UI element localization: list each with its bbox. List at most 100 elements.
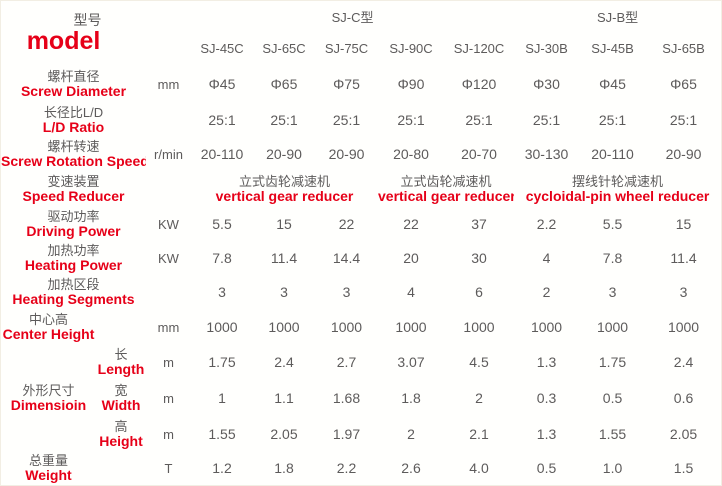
label-en: Center Height — [2, 326, 95, 343]
value-cell: 5.5 — [212, 216, 232, 232]
row-screw-diameter: 螺杆直径 Screw Diameter mm Φ45 Φ65 Φ75 Φ90 Φ… — [1, 65, 721, 103]
value-cell: 2 — [475, 390, 483, 406]
row-heating-segments: 加热区段 Heating Segments 3 3 3 4 6 2 3 3 — [1, 275, 721, 309]
label-en: Driving Power — [26, 223, 121, 240]
label-heating-segments: 加热区段 Heating Segments — [1, 275, 146, 309]
value-cell: 20-70 — [461, 146, 497, 162]
label-screw-speed: 螺杆转速 Screw Rotation Speed — [1, 137, 146, 171]
value-cell: 1.0 — [602, 460, 623, 476]
label-en: Dimensioin — [10, 397, 87, 414]
value-cell: 20 — [403, 250, 419, 266]
value-cell: 1000 — [268, 319, 300, 335]
value-cell: 14.4 — [332, 250, 361, 266]
value-cell: 1 — [218, 390, 226, 406]
value-cell: 3.07 — [397, 354, 425, 370]
unit-cell: T — [164, 460, 173, 476]
label-cn: 螺杆转速 — [47, 138, 100, 154]
value-cell: 5.5 — [602, 216, 623, 232]
value-cell: 25:1 — [208, 112, 236, 128]
row-ld-ratio: 长径比L/D L/D Ratio 25:1 25:1 25:1 25:1 25:… — [1, 103, 721, 137]
value-cell: 0.5 — [536, 460, 557, 476]
value-cell: 25:1 — [532, 112, 561, 128]
value-cell: 30-130 — [524, 146, 569, 162]
value-cell: 1.8 — [274, 460, 294, 476]
value-cell: 2.4 — [673, 354, 694, 370]
label-en: Height — [99, 433, 143, 450]
value-cell: 22 — [338, 216, 355, 232]
unit-cell: m — [163, 354, 174, 370]
unit-cell — [146, 103, 191, 137]
value-cell: 1.8 — [401, 390, 421, 406]
row-width: 宽 Width m 1 1.1 1.68 1.8 2 0.3 0.5 0.6 — [1, 379, 721, 417]
value-cell: 1000 — [530, 319, 563, 335]
label-cn: 变速装置 — [47, 173, 100, 189]
value-cell: 2 — [407, 426, 415, 442]
value-cell: 20-90 — [328, 146, 365, 162]
label-speed-reducer: 变速装置 Speed Reducer — [1, 171, 146, 207]
model-col-sj75c: SJ-75C — [324, 40, 369, 56]
value-cell: 1.3 — [536, 354, 557, 370]
sub-label-length: 长 Length — [96, 345, 146, 379]
label-cn: 中心高 — [28, 311, 68, 327]
value-cell: 1.75 — [598, 354, 627, 370]
row-driving-power: 驱动功率 Driving Power KW 5.5 15 22 22 37 2.… — [1, 207, 721, 241]
value-cell: 37 — [471, 216, 487, 232]
label-heating-power: 加热功率 Heating Power — [1, 241, 146, 275]
value-cell: 1.3 — [536, 426, 557, 442]
value-cell: 25:1 — [669, 112, 698, 128]
value-cell: 2.05 — [270, 426, 298, 442]
value-cell: 2 — [542, 284, 551, 300]
reducer-en: cycloidal-pin wheel reducer — [525, 188, 710, 205]
value-cell: 6 — [475, 284, 483, 300]
value-cell: 4.5 — [469, 354, 489, 370]
model-header-cell: 型号 model — [1, 1, 146, 65]
label-cn: 螺杆直径 — [47, 68, 100, 84]
unit-cell: KW — [158, 250, 179, 266]
label-dimension-group: 外形尺寸 Dimensioin — [1, 345, 96, 451]
label-cn: 长径比L/D — [43, 104, 104, 120]
value-cell: Φ45 — [599, 76, 626, 92]
value-cell: 1000 — [596, 319, 629, 335]
reducer-group-2: 立式齿轮减速机 vertical gear reducer — [378, 171, 514, 207]
label-cn: 高 — [114, 418, 128, 434]
label-screw-diameter: 螺杆直径 Screw Diameter — [1, 65, 146, 103]
value-cell: Φ120 — [461, 76, 497, 92]
unit-cell: KW — [158, 216, 179, 232]
value-cell: 1000 — [206, 319, 238, 335]
reducer-cn: 立式齿轮减速机 — [400, 173, 492, 189]
value-cell: 1.68 — [332, 390, 361, 406]
value-cell: 3 — [679, 284, 688, 300]
value-cell: 7.8 — [212, 250, 232, 266]
value-cell: 1000 — [667, 319, 700, 335]
sub-label-width: 宽 Width — [96, 379, 146, 417]
value-cell: 2.6 — [401, 460, 421, 476]
model-col-sj30b: SJ-30B — [525, 40, 568, 56]
value-cell: 11.4 — [670, 250, 697, 266]
reducer-en: vertical gear reducer — [378, 188, 515, 205]
label-en: Weight — [25, 467, 72, 484]
value-cell: 3 — [218, 284, 226, 300]
value-cell: 2.4 — [274, 354, 294, 370]
row-weight: 总重量 Weight T 1.2 1.8 2.2 2.6 4.0 0.5 1.0… — [1, 451, 721, 485]
label-ld-ratio: 长径比L/D L/D Ratio — [1, 103, 146, 137]
value-cell: 0.6 — [673, 390, 694, 406]
value-cell: 4.0 — [469, 460, 489, 476]
value-cell: 25:1 — [270, 112, 298, 128]
reducer-group-3: 摆线针轮减速机 cycloidal-pin wheel reducer — [514, 171, 721, 207]
label-en: Speed Reducer — [22, 188, 125, 205]
value-cell: 25:1 — [397, 112, 425, 128]
series-c-label: SJ-C型 — [331, 9, 374, 25]
value-cell: 2.2 — [336, 460, 357, 476]
value-cell: 15 — [675, 216, 692, 232]
unit-cell: r/min — [154, 146, 183, 162]
label-en: L/D Ratio — [42, 119, 105, 136]
model-col-sj90c: SJ-90C — [389, 40, 433, 56]
value-cell: 7.8 — [602, 250, 623, 266]
value-cell: 1.75 — [208, 354, 236, 370]
label-en: Width — [101, 397, 141, 414]
value-cell: Φ65 — [670, 76, 697, 92]
label-cn: 宽 — [114, 382, 128, 398]
label-cn: 加热功率 — [47, 242, 100, 258]
